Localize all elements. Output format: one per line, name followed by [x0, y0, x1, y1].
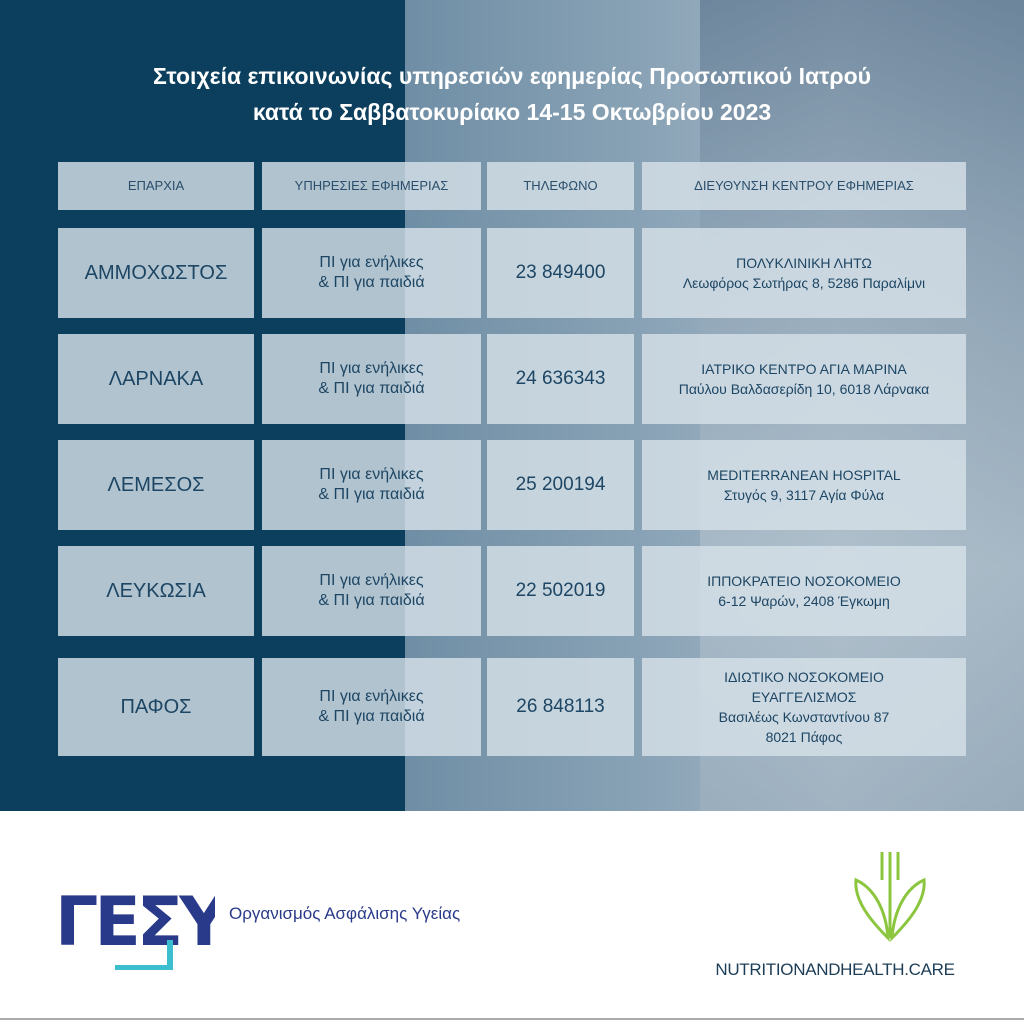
- phone-number: 26 848113: [516, 696, 605, 717]
- province: ΛΕΥΚΩΣΙΑ: [106, 580, 206, 602]
- header-phone: ΤΗΛΕΦΩΝΟ: [487, 162, 634, 210]
- address-line: ΙΑΤΡΙΚΟ ΚΕΝΤΡΟ ΑΓΙΑ ΜΑΡΙΝΑ: [701, 361, 907, 377]
- province: ΑΜΜΟΧΩΣΤΟΣ: [84, 262, 228, 284]
- province-cell: ΛΑΡΝΑΚΑ: [58, 334, 254, 424]
- service-children: & ΠΙ για παιδιά: [318, 708, 425, 725]
- address-line: 8021 Πάφος: [765, 729, 843, 745]
- address-line: Παύλου Βαλδασερίδη 10, 6018 Λάρνακα: [678, 381, 930, 397]
- page-title: Στοιχεία επικοινωνίας υπηρεσιών εφημερία…: [0, 58, 1024, 130]
- header-services: ΥΠΗΡΕΣΙΕΣ ΕΦΗΜΕΡΙΑΣ: [262, 162, 481, 210]
- phone-cell: 25 200194: [487, 440, 634, 530]
- service-adults: ΠΙ για ενήλικες: [319, 572, 424, 589]
- service-children: & ΠΙ για παιδιά: [318, 486, 425, 503]
- nutrition-health-brand: NUTRITIONANDHEALTH.CARE: [715, 960, 955, 979]
- service-children: & ΠΙ για παιδιά: [318, 274, 425, 291]
- service-children: & ΠΙ για παιδιά: [318, 380, 425, 397]
- service-adults: ΠΙ για ενήλικες: [319, 254, 424, 271]
- header-province: ΕΠΑΡΧΙΑ: [58, 162, 254, 210]
- services-cell: ΠΙ για ενήλικες & ΠΙ για παιδιά: [262, 658, 481, 756]
- province-cell: ΛΕΥΚΩΣΙΑ: [58, 546, 254, 636]
- service-adults: ΠΙ για ενήλικες: [319, 466, 424, 483]
- address-line: MEDITERRANEAN HOSPITAL: [707, 467, 901, 483]
- phone-number: 23 849400: [515, 262, 606, 283]
- phone-number: 22 502019: [515, 580, 606, 601]
- service-adults: ΠΙ για ενήλικες: [319, 688, 424, 705]
- header-address: ΔΙΕΥΘΥΝΣΗ ΚΕΝΤΡΟΥ ΕΦΗΜΕΡΙΑΣ: [642, 162, 966, 210]
- phone-cell: 22 502019: [487, 546, 634, 636]
- address-cell: MEDITERRANEAN HOSPITAL Στυγός 9, 3117 Αγί…: [642, 440, 966, 530]
- title-line-2: κατά το Σαββατοκυρίακο 14-15 Οκτωβρίου 2…: [252, 99, 772, 125]
- title-line-1: Στοιχεία επικοινωνίας υπηρεσιών εφημερία…: [152, 63, 872, 89]
- services-cell: ΠΙ για ενήλικες & ΠΙ για παιδιά: [262, 546, 481, 636]
- fork-leaf-icon: [850, 850, 930, 942]
- address-line: ΙΔΙΩΤΙΚΟ ΝΟΣΟΚΟΜΕΙΟ: [724, 669, 884, 685]
- address-line: Λεωφόρος Σωτήρας 8, 5286 Παραλίμνι: [682, 275, 926, 291]
- address-line: ΕΥΑΓΓΕΛΙΣΜΟΣ: [751, 689, 857, 705]
- phone-cell: 23 849400: [487, 228, 634, 318]
- services-cell: ΠΙ για ενήλικες & ΠΙ για παιδιά: [262, 228, 481, 318]
- phone-number: 24 636343: [515, 368, 606, 389]
- address-cell: ΙΠΠΟΚΡΑΤΕΙΟ ΝΟΣΟΚΟΜΕΙΟ 6-12 Ψαρών, 2408 Έ…: [642, 546, 966, 636]
- gesy-org-name: Οργανισμός Ασφάλισης Υγείας: [229, 904, 461, 923]
- address-cell: ΙΔΙΩΤΙΚΟ ΝΟΣΟΚΟΜΕΙΟ ΕΥΑΓΓΕΛΙΣΜΟΣ Βασιλέως …: [642, 658, 966, 756]
- phone-number: 25 200194: [515, 474, 606, 495]
- address-line: 6-12 Ψαρών, 2408 Έγκωμη: [718, 593, 890, 609]
- phone-cell: 24 636343: [487, 334, 634, 424]
- services-cell: ΠΙ για ενήλικες & ΠΙ για παιδιά: [262, 440, 481, 530]
- service-adults: ΠΙ για ενήλικες: [319, 360, 424, 377]
- province: ΛΑΡΝΑΚΑ: [108, 368, 204, 390]
- svg-text:ΓΕΣΥ: ΓΕΣΥ: [55, 883, 215, 962]
- bottom-divider: [0, 1018, 1024, 1020]
- province: ΠΑΦΟΣ: [120, 696, 192, 718]
- address-line: ΠΟΛΥΚΛΙΝΙΚΗ ΛΗΤΩ: [736, 255, 872, 271]
- province-cell: ΑΜΜΟΧΩΣΤΟΣ: [58, 228, 254, 318]
- address-cell: ΙΑΤΡΙΚΟ ΚΕΝΤΡΟ ΑΓΙΑ ΜΑΡΙΝΑ Παύλου Βαλδασε…: [642, 334, 966, 424]
- address-line: ΙΠΠΟΚΡΑΤΕΙΟ ΝΟΣΟΚΟΜΕΙΟ: [707, 573, 901, 589]
- address-line: Βασιλέως Κωνσταντίνου 87: [718, 709, 890, 725]
- address-cell: ΠΟΛΥΚΛΙΝΙΚΗ ΛΗΤΩ Λεωφόρος Σωτήρας 8, 5286…: [642, 228, 966, 318]
- province-cell: ΠΑΦΟΣ: [58, 658, 254, 756]
- province-cell: ΛΕΜΕΣΟΣ: [58, 440, 254, 530]
- service-children: & ΠΙ για παιδιά: [318, 592, 425, 609]
- gesy-logo: ΓΕΣΥ: [55, 875, 233, 971]
- address-line: Στυγός 9, 3117 Αγία Φύλα: [723, 487, 885, 503]
- province: ΛΕΜΕΣΟΣ: [107, 474, 205, 496]
- phone-cell: 26 848113: [487, 658, 634, 756]
- services-cell: ΠΙ για ενήλικες & ΠΙ για παιδιά: [262, 334, 481, 424]
